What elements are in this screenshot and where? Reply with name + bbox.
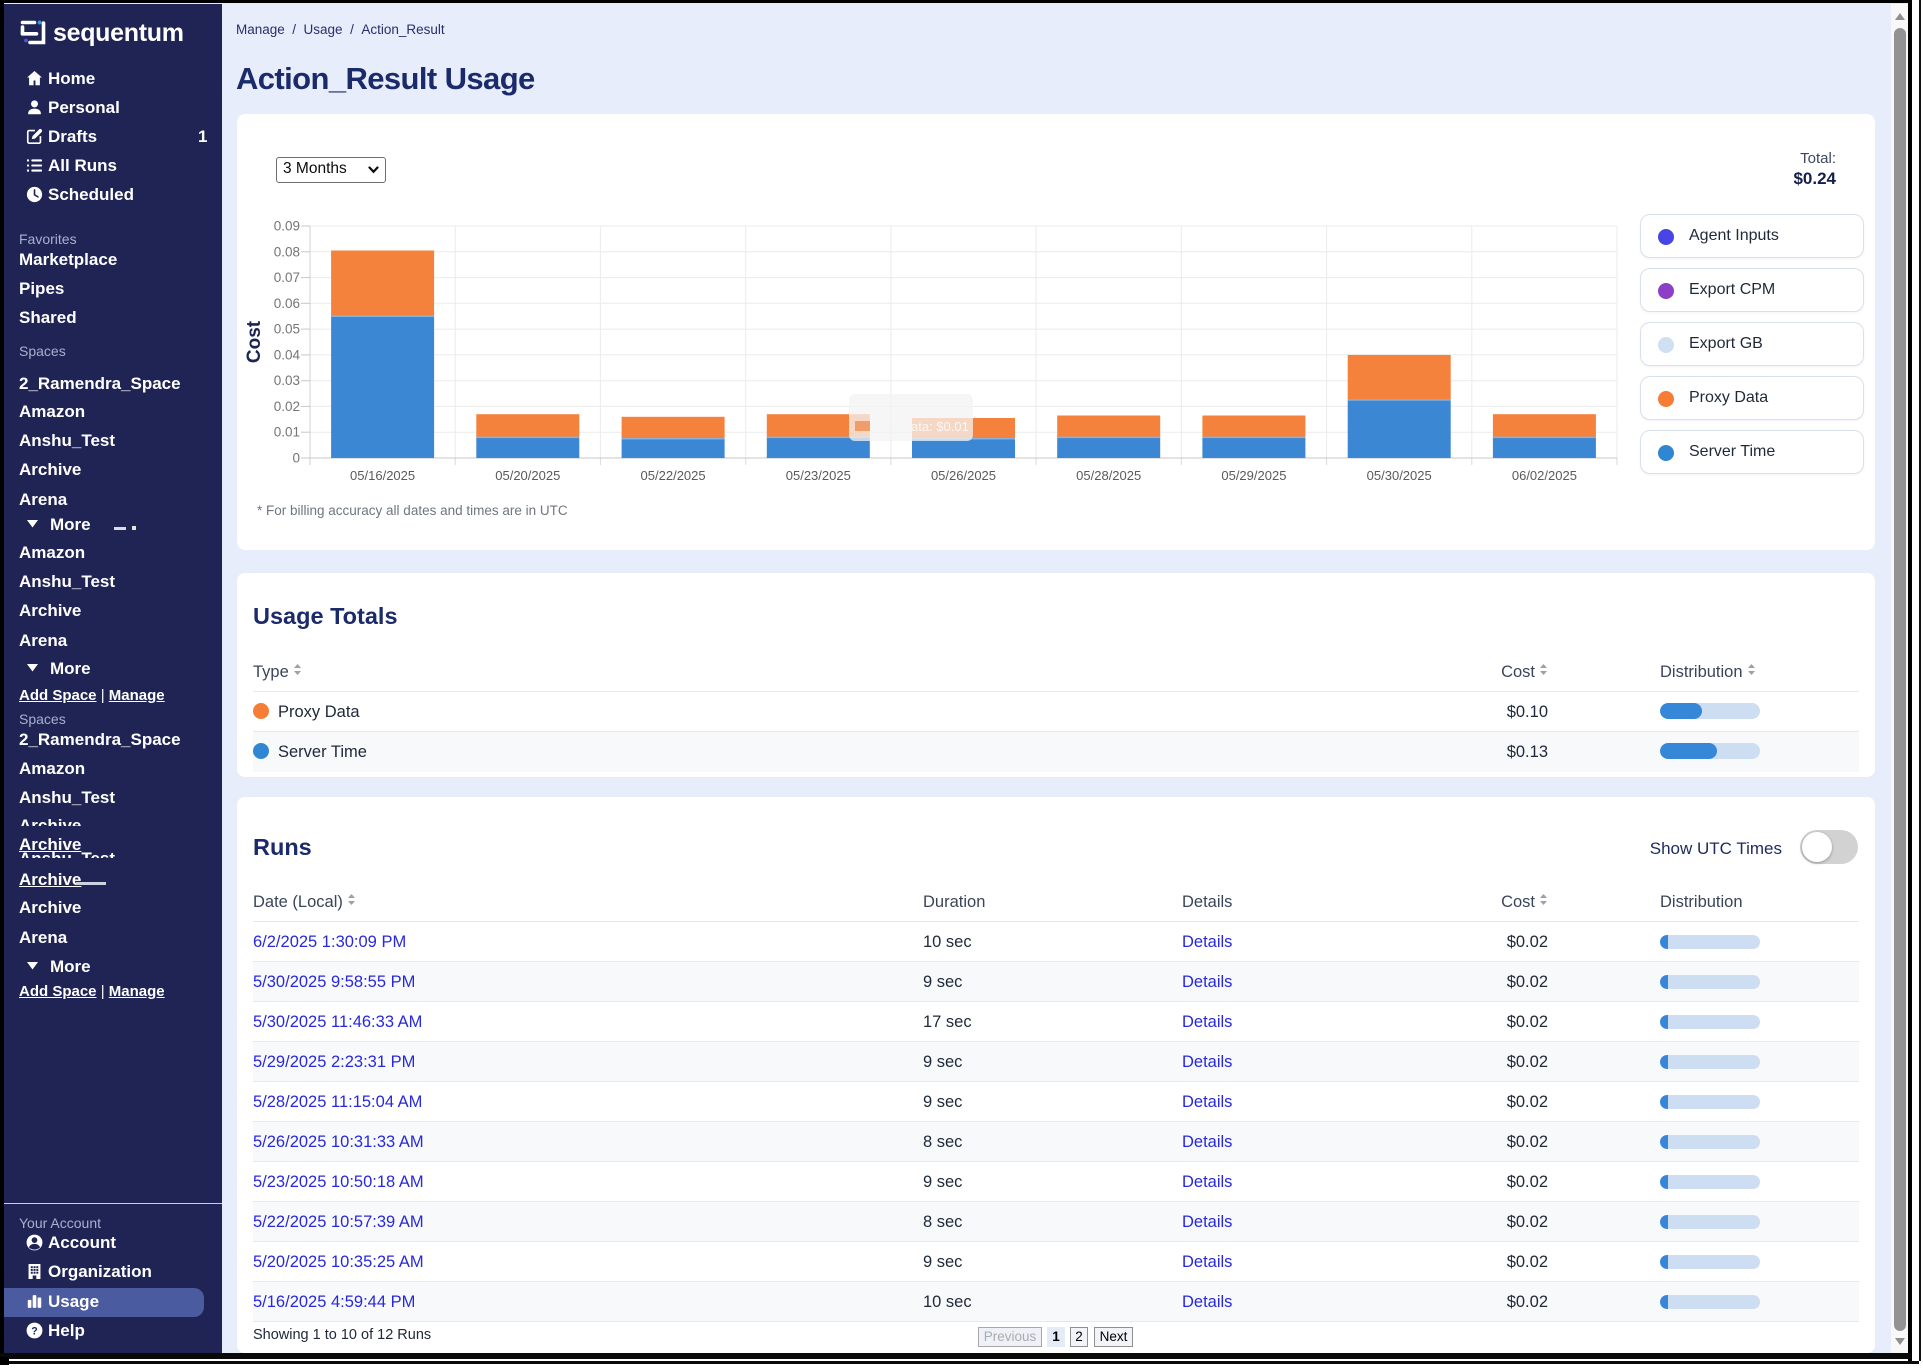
svg-text:0.01: 0.01	[274, 425, 300, 440]
svg-text:ata: $0.01: ata: $0.01	[911, 419, 969, 434]
svg-text:?: ?	[31, 1325, 38, 1337]
svg-text:05/26/2025: 05/26/2025	[931, 468, 996, 483]
svg-text:0.02: 0.02	[274, 399, 300, 414]
svg-text:Cost: Cost	[244, 320, 265, 363]
svg-text:05/28/2025: 05/28/2025	[1076, 468, 1141, 483]
svg-text:0.09: 0.09	[274, 219, 300, 234]
svg-text:05/20/2025: 05/20/2025	[495, 468, 560, 483]
svg-text:05/23/2025: 05/23/2025	[786, 468, 851, 483]
svg-text:0: 0	[292, 451, 300, 466]
svg-text:0.05: 0.05	[274, 322, 300, 337]
svg-text:06/02/2025: 06/02/2025	[1512, 468, 1577, 483]
svg-text:* For billing accuracy all dat: * For billing accuracy all dates and tim…	[257, 503, 568, 518]
svg-text:05/29/2025: 05/29/2025	[1221, 468, 1286, 483]
svg-text:0.03: 0.03	[274, 373, 300, 388]
svg-text:0.08: 0.08	[274, 244, 300, 259]
svg-text:0.04: 0.04	[274, 347, 301, 362]
svg-text:05/16/2025: 05/16/2025	[350, 468, 415, 483]
svg-text:05/22/2025: 05/22/2025	[641, 468, 706, 483]
svg-text:0.06: 0.06	[274, 296, 300, 311]
svg-text:05/30/2025: 05/30/2025	[1367, 468, 1432, 483]
svg-text:0.07: 0.07	[274, 270, 300, 285]
